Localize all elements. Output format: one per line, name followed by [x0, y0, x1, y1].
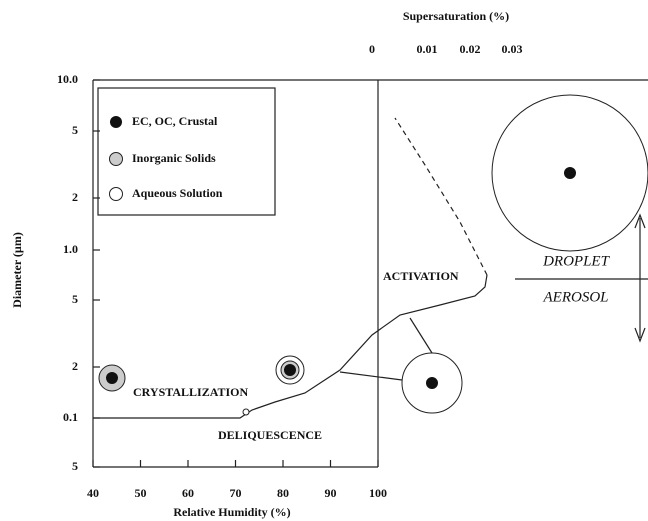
- top-tick-label: 0.01: [417, 42, 438, 56]
- droplet-core: [564, 167, 576, 179]
- legend-marker: [110, 116, 122, 128]
- legend-marker: [110, 188, 123, 201]
- transition-point: [243, 409, 249, 415]
- y-tick-label: 1.0: [63, 242, 78, 256]
- y-tick-label: 2: [72, 359, 78, 373]
- x-tick-label: 90: [325, 486, 337, 500]
- particle-core: [284, 364, 296, 376]
- top-tick-label: 0: [369, 42, 375, 56]
- legend-label: Inorganic Solids: [132, 151, 216, 165]
- x-tick-label: 100: [369, 486, 387, 500]
- particle-core: [106, 372, 118, 384]
- y-tick-label: 0.1: [63, 410, 78, 424]
- y-tick-label: 2: [72, 190, 78, 204]
- legend-marker: [110, 153, 123, 166]
- legend-label: Aqueous Solution: [132, 186, 223, 200]
- y-tick-label: 5: [72, 123, 78, 137]
- top-tick-label: 0.03: [502, 42, 523, 56]
- x-tick-label: 80: [277, 486, 289, 500]
- y-tick-label: 5: [72, 459, 78, 473]
- aerosol-label: AEROSOL: [543, 289, 609, 305]
- annotation: CRYSTALLIZATION: [133, 385, 248, 399]
- x-tick-label: 70: [230, 486, 242, 500]
- x-axis-title: Relative Humidity (%): [173, 505, 290, 519]
- x-tick-label: 40: [87, 486, 99, 500]
- annotation: ACTIVATION: [383, 269, 459, 283]
- y-axis-title: Diameter (µm): [10, 232, 24, 308]
- top-axis-title: Supersaturation (%): [403, 9, 509, 23]
- top-tick-label: 0.02: [460, 42, 481, 56]
- legend-label: EC, OC, Crustal: [132, 114, 218, 128]
- leader-line: [340, 372, 402, 380]
- annotation: DELIQUESCENCE: [218, 428, 322, 442]
- droplet-label: DROPLET: [542, 253, 610, 269]
- x-tick-label: 50: [135, 486, 147, 500]
- y-tick-label: 10.0: [57, 72, 78, 86]
- particle-core: [426, 377, 438, 389]
- y-tick-label: 5: [72, 292, 78, 306]
- x-tick-label: 60: [182, 486, 194, 500]
- leader-line: [410, 318, 432, 353]
- figure: Supersaturation (%) Diameter (µm) Relati…: [0, 0, 648, 521]
- droplet-curve: [395, 118, 487, 275]
